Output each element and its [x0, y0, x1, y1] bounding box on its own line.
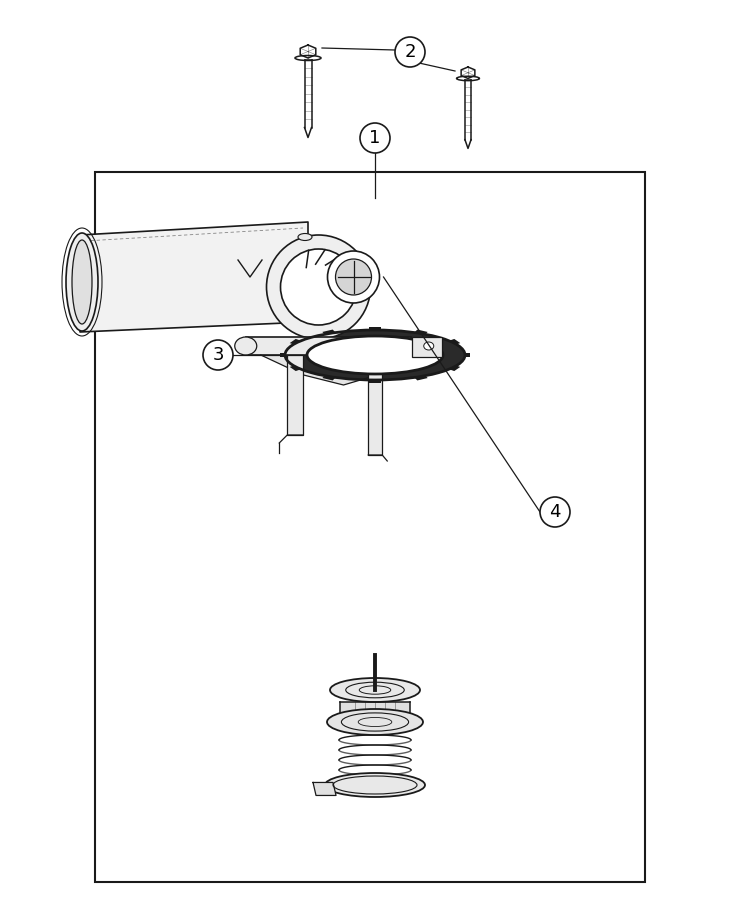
- Polygon shape: [465, 353, 470, 357]
- Ellipse shape: [72, 240, 92, 324]
- Circle shape: [360, 123, 390, 153]
- Ellipse shape: [325, 773, 425, 797]
- Bar: [288, 355, 303, 435]
- Polygon shape: [322, 375, 335, 381]
- Circle shape: [281, 249, 356, 325]
- Ellipse shape: [327, 709, 423, 735]
- Polygon shape: [313, 782, 336, 796]
- Polygon shape: [280, 353, 285, 357]
- Polygon shape: [465, 140, 471, 148]
- Ellipse shape: [307, 336, 443, 374]
- Text: 2: 2: [405, 43, 416, 61]
- Ellipse shape: [66, 233, 98, 331]
- Polygon shape: [261, 355, 394, 385]
- Bar: [412, 337, 442, 357]
- Bar: [368, 355, 382, 455]
- Polygon shape: [450, 365, 460, 371]
- Polygon shape: [285, 330, 465, 380]
- Ellipse shape: [330, 678, 420, 702]
- Ellipse shape: [456, 76, 479, 81]
- Polygon shape: [369, 327, 381, 330]
- Polygon shape: [461, 67, 475, 78]
- Bar: [95, 172, 645, 882]
- Ellipse shape: [295, 56, 321, 60]
- Ellipse shape: [424, 342, 433, 350]
- Text: 4: 4: [549, 503, 561, 521]
- Polygon shape: [322, 329, 335, 335]
- Polygon shape: [450, 339, 460, 345]
- Polygon shape: [305, 59, 311, 128]
- Circle shape: [540, 497, 570, 527]
- Ellipse shape: [235, 337, 256, 355]
- Polygon shape: [290, 365, 300, 371]
- Polygon shape: [415, 375, 428, 381]
- Bar: [246, 337, 411, 355]
- Polygon shape: [300, 45, 316, 58]
- Polygon shape: [369, 380, 381, 383]
- Polygon shape: [465, 80, 471, 140]
- Polygon shape: [340, 702, 410, 722]
- Circle shape: [336, 259, 371, 295]
- Circle shape: [328, 251, 379, 303]
- Polygon shape: [305, 128, 311, 138]
- Polygon shape: [80, 222, 308, 332]
- Circle shape: [267, 235, 370, 339]
- Text: 3: 3: [212, 346, 224, 364]
- Polygon shape: [415, 329, 428, 335]
- Ellipse shape: [298, 233, 312, 240]
- Text: 1: 1: [369, 129, 381, 147]
- Circle shape: [395, 37, 425, 67]
- Circle shape: [203, 340, 233, 370]
- Polygon shape: [290, 339, 300, 345]
